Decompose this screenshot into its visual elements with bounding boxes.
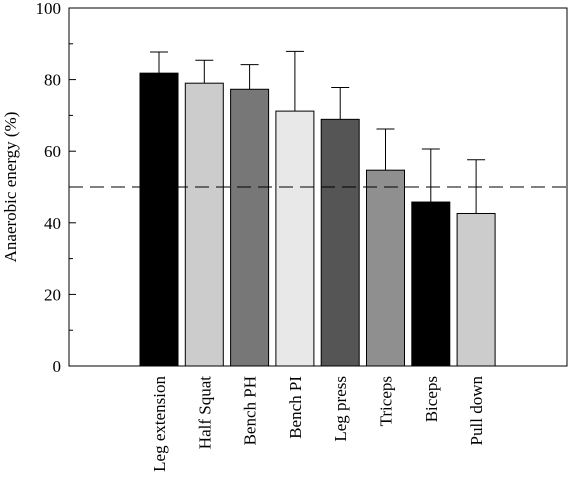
bar	[184, 82, 224, 367]
bar	[456, 212, 496, 367]
y-axis-label: Anaerobic energy (%)	[1, 112, 20, 263]
y-tick-label: 40	[44, 214, 61, 233]
x-category-label: Bench PI	[286, 376, 305, 439]
x-category-label: Half Squat	[195, 376, 214, 449]
bar	[275, 110, 315, 367]
x-category-label: Pull down	[467, 376, 486, 446]
x-category-label: Leg extension	[150, 376, 169, 472]
y-tick-label: 60	[44, 142, 61, 161]
y-tick-label: 80	[44, 71, 61, 90]
x-category-label: Triceps	[377, 376, 396, 426]
bar	[320, 118, 360, 367]
plot-layer: 0 20 40 60 80 100 Leg extension Half Squat Bench…	[36, 0, 568, 472]
y-tick-label: 100	[36, 0, 62, 18]
y-tick-label: 20	[44, 285, 61, 304]
bar	[230, 88, 270, 367]
bar	[411, 201, 451, 367]
x-category-label: Bench PH	[241, 376, 260, 445]
bar	[139, 72, 179, 367]
bar	[366, 169, 405, 367]
x-category-label: Leg press	[331, 376, 350, 442]
x-category-label: Biceps	[422, 376, 441, 422]
y-tick-label: 0	[53, 357, 62, 376]
